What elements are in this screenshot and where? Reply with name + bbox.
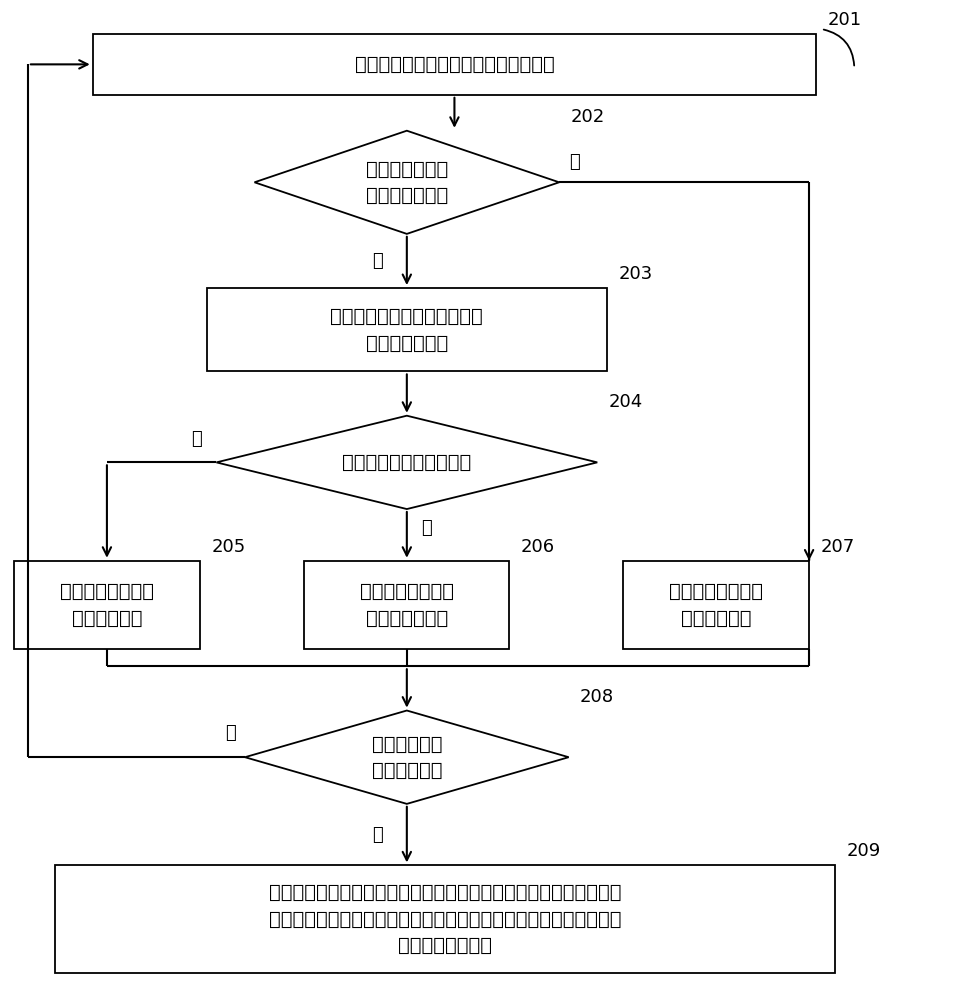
Text: 获取对应于目标端口的队列的整形权重: 获取对应于目标端口的队列的整形权重	[355, 55, 554, 74]
Text: 将压缩结果作为队
列的压缩权重: 将压缩结果作为队 列的压缩权重	[60, 582, 154, 628]
Polygon shape	[254, 131, 559, 234]
Text: 207: 207	[820, 538, 855, 556]
Text: 否: 否	[421, 519, 432, 537]
Bar	[14, 561, 200, 649]
Bar	[54, 865, 836, 973]
Bar	[623, 561, 810, 649]
Text: 将整形权重作为队
列的压缩权重: 将整形权重作为队 列的压缩权重	[669, 582, 763, 628]
Text: 否: 否	[225, 724, 236, 742]
Text: 208: 208	[581, 688, 614, 706]
Polygon shape	[216, 416, 597, 509]
Text: 201: 201	[828, 11, 862, 29]
Text: 是: 是	[372, 252, 384, 270]
Text: 确定各队列中分配到服务机会的目标队列，基于基准权重、各队列的
压缩权重及目标队列的整形权重，确定向目标队列对应的令牌桶中添
加的令牌数并添加: 确定各队列中分配到服务机会的目标队列，基于基准权重、各队列的 压缩权重及目标队列…	[269, 883, 621, 955]
Text: 所有队列均已
确定压缩权重: 所有队列均已 确定压缩权重	[372, 734, 442, 780]
Text: 209: 209	[847, 842, 881, 860]
Text: 根据权重压缩系数对队列的整
形权重进行压缩: 根据权重压缩系数对队列的整 形权重进行压缩	[330, 307, 483, 352]
Text: 否: 否	[569, 153, 580, 171]
Bar	[207, 288, 607, 371]
Text: 是: 是	[191, 430, 202, 448]
Bar	[304, 561, 509, 649]
Polygon shape	[245, 711, 569, 804]
Text: 压缩结果大于权重保留值: 压缩结果大于权重保留值	[342, 453, 471, 472]
Text: 204: 204	[609, 393, 643, 411]
Text: 将权重保留值作为
队列的压缩权重: 将权重保留值作为 队列的压缩权重	[359, 582, 454, 628]
Text: 202: 202	[571, 108, 605, 126]
Text: 是: 是	[372, 826, 384, 844]
Text: 205: 205	[212, 538, 245, 556]
Bar	[93, 34, 816, 95]
Text: 203: 203	[618, 265, 652, 283]
Text: 队列的整形权重
大于权重保留值: 队列的整形权重 大于权重保留值	[366, 160, 448, 205]
Text: 206: 206	[521, 538, 554, 556]
